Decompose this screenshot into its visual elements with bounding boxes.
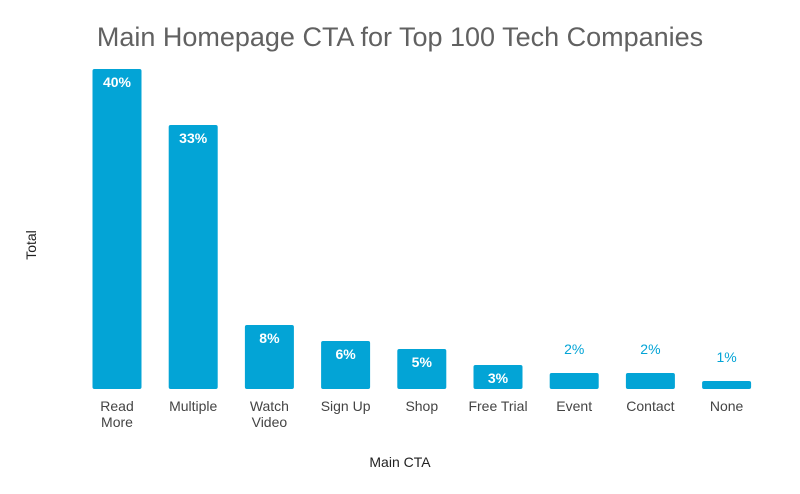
- data-label-3: 6%: [335, 346, 356, 362]
- tick-label-line: Free Trial: [468, 398, 527, 414]
- tick-label-1: Multiple: [169, 398, 217, 414]
- tick-label-line: Event: [556, 398, 592, 414]
- tick-label-8: None: [710, 398, 744, 414]
- data-label-2: 8%: [259, 330, 280, 346]
- data-label-5: 3%: [488, 370, 509, 386]
- tick-label-3: Sign Up: [321, 398, 371, 414]
- bar-2: [244, 325, 294, 389]
- data-label-4: 5%: [412, 354, 433, 370]
- tick-label-7: Contact: [626, 398, 674, 414]
- bar-6: [549, 373, 599, 389]
- bar-7: [625, 373, 675, 389]
- tick-label-6: Event: [556, 398, 592, 414]
- data-label-7: 2%: [640, 341, 660, 357]
- bar-0: [92, 69, 142, 389]
- data-label-0: 40%: [103, 74, 132, 90]
- tick-label-5: Free Trial: [468, 398, 527, 414]
- bar-4: [397, 349, 447, 389]
- tick-label-4: Shop: [405, 398, 438, 414]
- data-label-8: 1%: [716, 349, 736, 365]
- tick-label-line: Read: [100, 398, 133, 414]
- chart-title: Main Homepage CTA for Top 100 Tech Compa…: [96, 22, 704, 52]
- tick-label-2: Watch Video: [250, 398, 289, 430]
- tick-label-0: Read More: [100, 398, 133, 430]
- data-label-6: 2%: [564, 341, 584, 357]
- tick-label-line: More: [101, 414, 133, 430]
- tick-label-line: Sign Up: [321, 398, 371, 414]
- tick-label-line: Contact: [626, 398, 674, 414]
- data-label-1: 33%: [179, 130, 208, 146]
- tick-label-line: Multiple: [169, 398, 217, 414]
- tick-label-line: Shop: [405, 398, 438, 414]
- bar-8: [702, 381, 752, 389]
- x-axis-label: Main CTA: [369, 454, 431, 470]
- tick-label-line: None: [710, 398, 744, 414]
- tick-label-line: Watch: [250, 398, 289, 414]
- bar-1: [168, 125, 218, 389]
- bar-3: [321, 341, 371, 389]
- bar-5: [473, 365, 523, 389]
- tick-label-line: Video: [252, 414, 288, 430]
